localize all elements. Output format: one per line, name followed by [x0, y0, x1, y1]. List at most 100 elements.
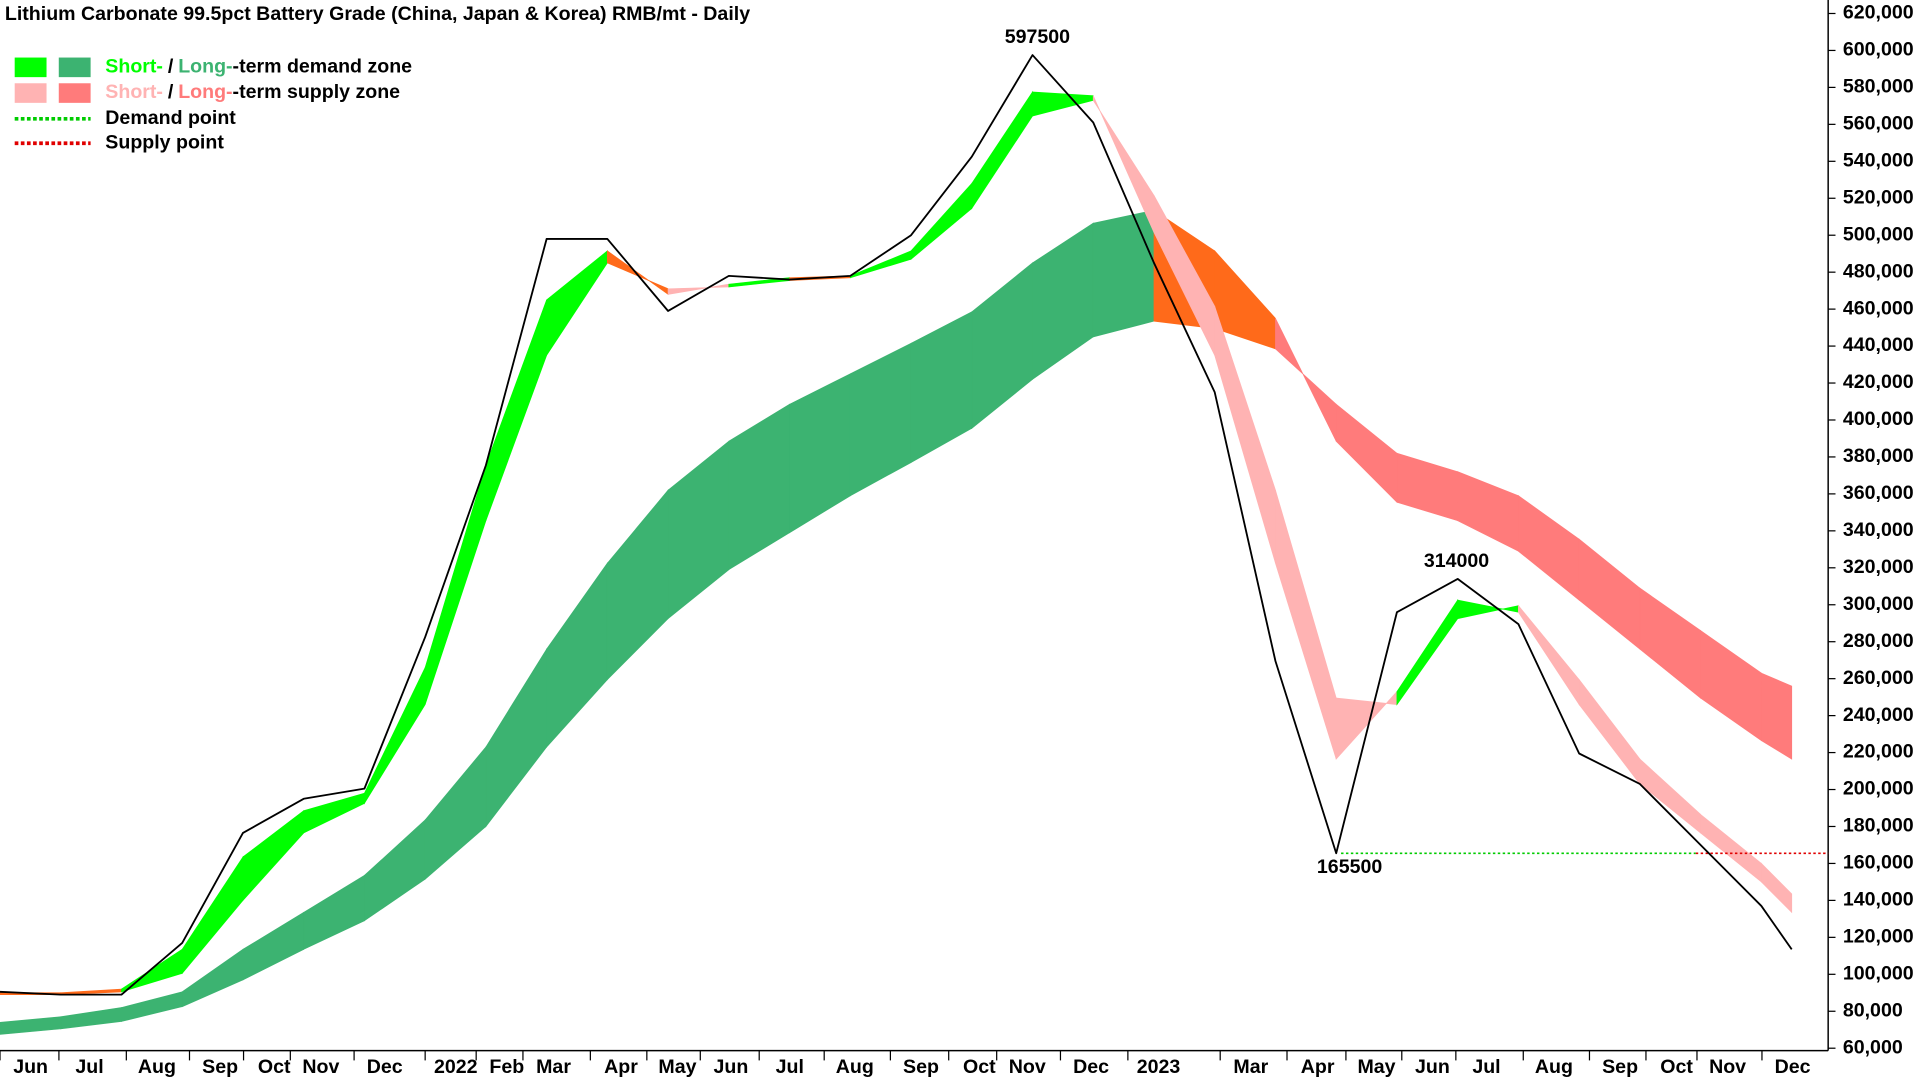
zone-segment [1092, 95, 1155, 233]
x-tick-label: Apr [604, 1056, 638, 1078]
x-tick-label: Sep [1602, 1056, 1638, 1078]
zones [0, 90, 1793, 1035]
y-tick-label: 420,000 [1843, 371, 1914, 393]
annotation: 597500 [1005, 26, 1070, 48]
zone-segment [1639, 587, 1701, 699]
y-tick-label: 60,000 [1843, 1036, 1903, 1058]
zone-segment [1457, 471, 1519, 552]
y-tick-label: 240,000 [1843, 704, 1914, 726]
zone-segment [121, 991, 183, 1022]
x-tick-label: Nov [1009, 1056, 1046, 1078]
zone-segment [485, 647, 547, 828]
zone-segment [971, 90, 1033, 210]
y-tick-label: 580,000 [1843, 76, 1914, 98]
x-tick-label: Jun [1415, 1056, 1450, 1078]
legend-part: -term demand zone [233, 56, 413, 78]
x-tick-label: Feb [489, 1056, 524, 1078]
legend-part: Short- [105, 56, 163, 78]
x-tick-label: Jul [776, 1056, 804, 1078]
y-tick-label: 320,000 [1843, 556, 1914, 578]
x-tick-label: Sep [202, 1056, 238, 1078]
x-tick-label: Nov [302, 1056, 339, 1078]
zone-segment [364, 667, 426, 805]
zone-segment [606, 250, 669, 296]
zone-segment [546, 250, 608, 357]
x-tick-label: Mar [536, 1056, 571, 1078]
zone-segment [1700, 813, 1762, 883]
y-tick-label: 100,000 [1843, 962, 1914, 984]
zone-segment [121, 948, 183, 993]
price-line [0, 54, 1793, 996]
y-tick-label: 360,000 [1843, 482, 1914, 504]
legend-swatch [14, 83, 47, 103]
zone-segment [485, 299, 547, 521]
zone-segment [849, 342, 912, 497]
y-tick-label: 80,000 [1843, 999, 1903, 1021]
x-tick-label: Jul [1472, 1056, 1500, 1078]
legend-part: / [168, 56, 174, 78]
y-tick-label: 280,000 [1843, 630, 1914, 652]
x-tick-label: Sep [903, 1056, 939, 1078]
zone-segment [1335, 403, 1398, 504]
y-tick-label: 540,000 [1843, 149, 1914, 171]
x-tick-label: Apr [1301, 1056, 1335, 1078]
legend-part: / [168, 81, 174, 103]
legend-part: Long- [178, 56, 232, 78]
zone-segment [1032, 222, 1094, 381]
zone-segment [303, 874, 365, 950]
zone-segment [910, 311, 973, 464]
x-tick-label: Dec [1775, 1056, 1811, 1078]
x-tick-label: 2023 [1137, 1056, 1181, 1078]
x-tick-label: May [1357, 1056, 1395, 1078]
zone-segment [0, 1016, 62, 1035]
x-tick-label: Jun [713, 1056, 748, 1078]
x-tick-label: Dec [1073, 1056, 1109, 1078]
legend-part: Long- [178, 81, 232, 103]
legend-label: Supply point [105, 131, 224, 153]
zone-segment [424, 746, 487, 880]
zone-segment [424, 465, 487, 705]
y-tick-label: 400,000 [1843, 408, 1914, 430]
zone-segment [364, 819, 426, 922]
zone-segment [303, 792, 365, 834]
legend-swatch [58, 57, 91, 78]
zone-segment [1457, 599, 1519, 620]
annotation: 314000 [1424, 550, 1489, 572]
x-tick-label: Nov [1709, 1056, 1746, 1078]
y-tick-label: 340,000 [1843, 519, 1914, 541]
zone-segment [242, 911, 305, 981]
x-tick-label: Jul [75, 1056, 103, 1078]
legend-label: Demand point [105, 107, 236, 129]
zone-segment [667, 440, 730, 620]
x-tick-label: Aug [836, 1056, 874, 1078]
y-tick-label: 620,000 [1843, 2, 1914, 24]
y-tick-label: 120,000 [1843, 926, 1914, 948]
y-tick-label: 440,000 [1843, 334, 1914, 356]
zone-segment [242, 810, 305, 902]
y-tick-label: 260,000 [1843, 667, 1914, 689]
legend-part: -term supply zone [233, 81, 401, 103]
zone-segment [1639, 758, 1701, 834]
y-tick-label: 520,000 [1843, 186, 1914, 208]
y-tick-label: 160,000 [1843, 852, 1914, 874]
y-tick-label: 560,000 [1843, 113, 1914, 135]
zone-segment [1760, 672, 1793, 760]
y-tick-label: 220,000 [1843, 741, 1914, 763]
zone-segment [1700, 629, 1762, 742]
zone-segment [971, 262, 1033, 430]
annotation: 165500 [1317, 856, 1382, 878]
y-tick-label: 500,000 [1843, 223, 1914, 245]
x-tick-label: Oct [963, 1056, 996, 1078]
zone-segment [1275, 318, 1337, 442]
zone-segment [1396, 452, 1459, 522]
zone-segment [60, 1007, 122, 1030]
y-tick-label: 380,000 [1843, 445, 1914, 467]
zone-segment [1578, 538, 1641, 650]
zone-segment [728, 403, 790, 571]
legend-part: Short- [105, 81, 163, 103]
legend-label: Short- / Long--term supply zone [105, 81, 400, 103]
x-tick-label: Oct [258, 1056, 291, 1078]
x-tick-label: May [658, 1056, 696, 1078]
zone-segment [1335, 690, 1398, 760]
